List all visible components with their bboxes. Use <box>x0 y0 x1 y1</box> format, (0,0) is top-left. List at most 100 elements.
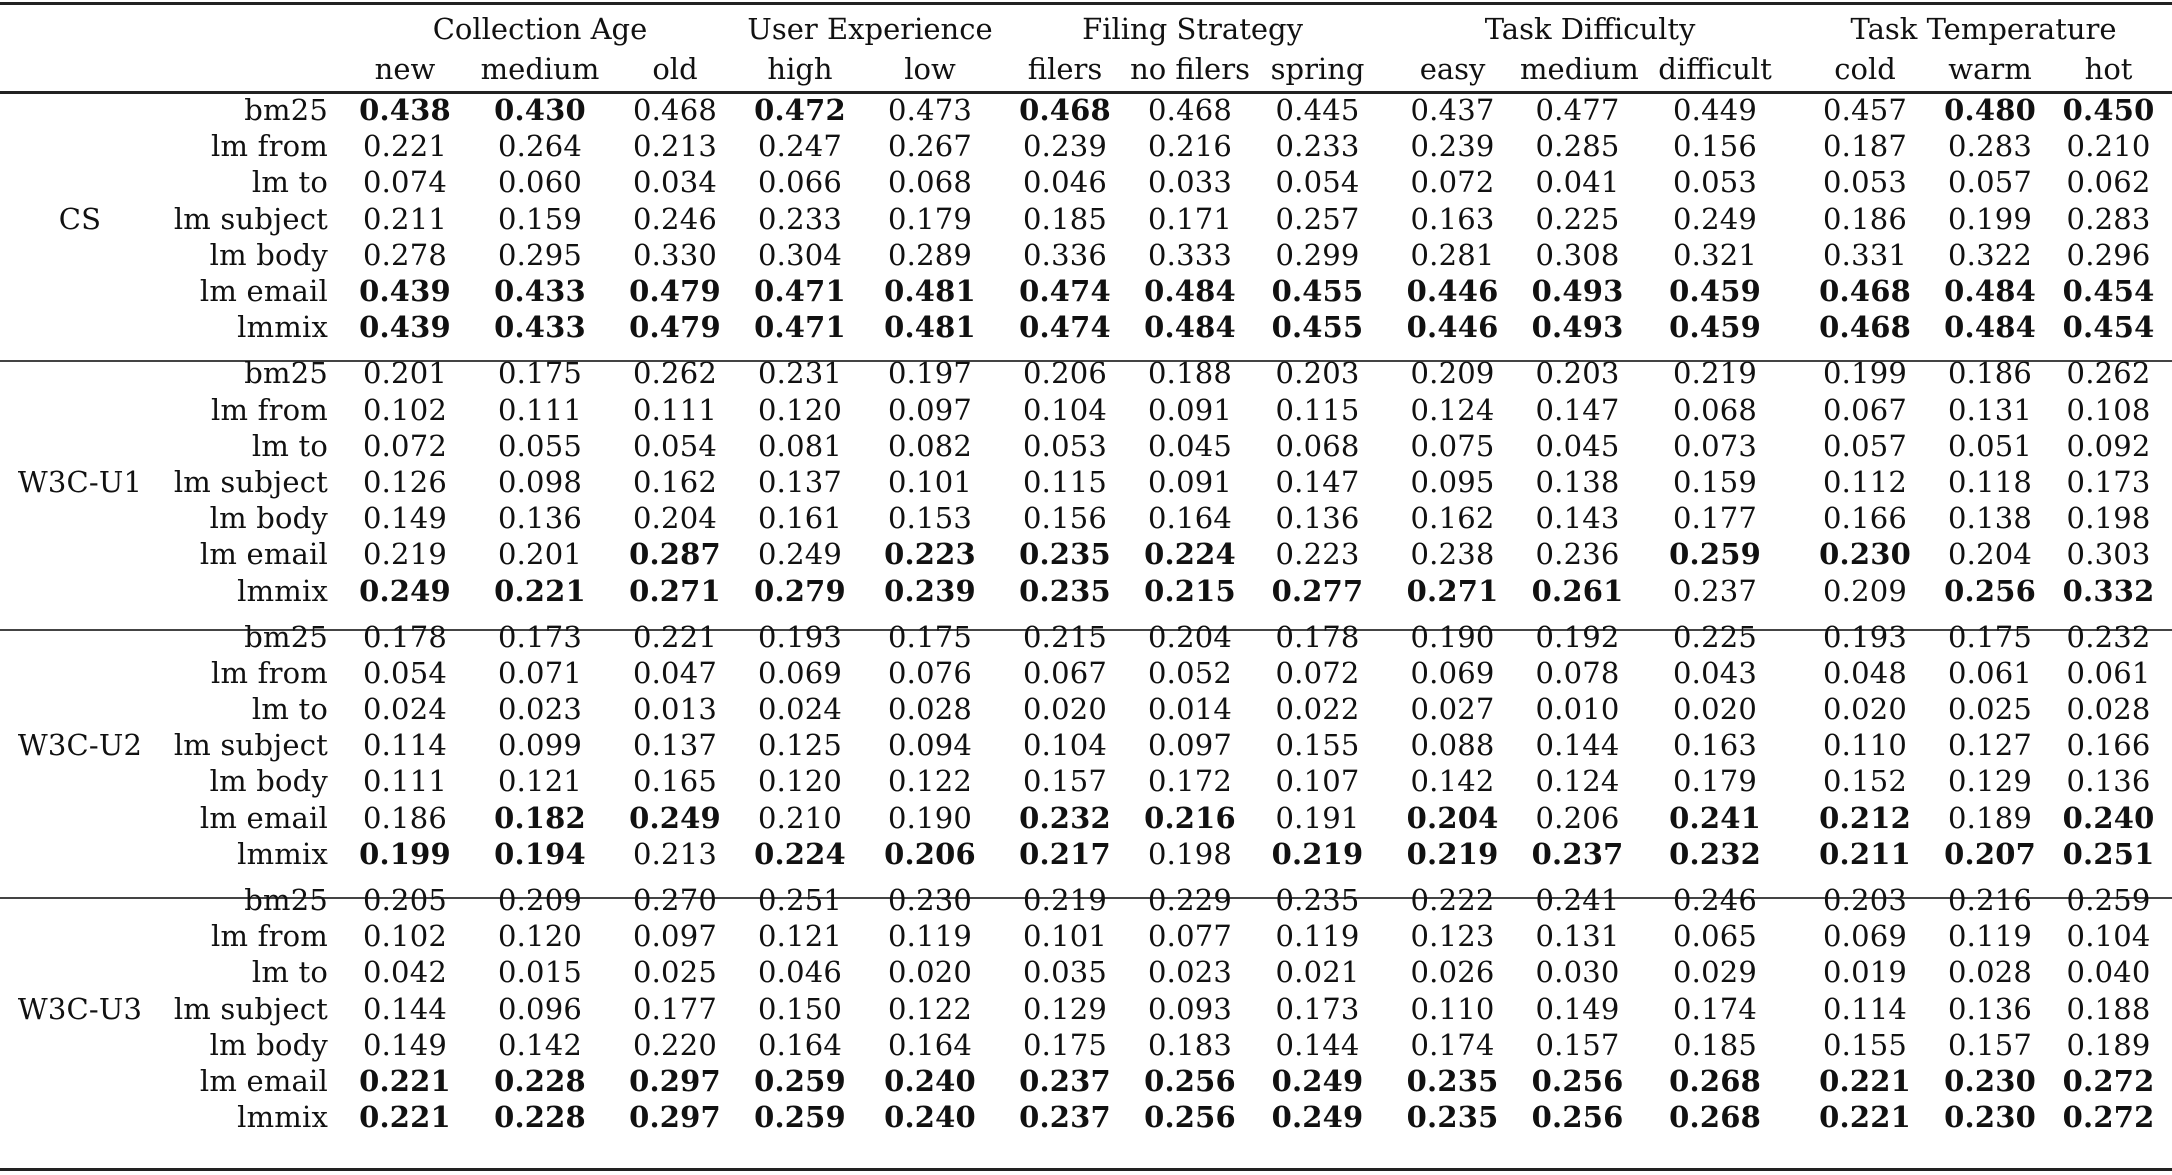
table-cell: 0.045 <box>1148 428 1233 463</box>
table-cell: 0.104 <box>1023 728 1108 763</box>
table-cell: 0.189 <box>1948 800 2033 835</box>
table-cell: 0.272 <box>2062 1063 2155 1098</box>
table-cell: 0.249 <box>629 800 721 835</box>
table-cell: 0.092 <box>2066 428 2151 463</box>
table-cell: 0.111 <box>497 392 583 427</box>
table-cell: 0.164 <box>1148 501 1233 536</box>
section-label <box>0 1063 160 1099</box>
table-cell: 0.174 <box>1410 1027 1495 1062</box>
section-label <box>0 1027 160 1063</box>
table-cell: 0.175 <box>1948 619 2033 654</box>
table-cell: 0.201 <box>497 537 583 572</box>
table-cell: 0.136 <box>497 501 583 536</box>
table-cell: 0.279 <box>754 573 846 608</box>
table-cell: 0.219 <box>1406 836 1499 871</box>
table-cell: 0.468 <box>1148 93 1233 128</box>
table-row: lm to 0.042 0.015 0.025 0.046 0.020 0.035 0.023… <box>0 954 2172 990</box>
table-cell: 0.230 <box>1819 537 1911 572</box>
section-label <box>0 536 160 572</box>
table-cell: 0.071 <box>497 655 583 690</box>
table-cell: 0.024 <box>362 692 448 727</box>
table-cell: 0.173 <box>1275 991 1360 1026</box>
table-cell: 0.052 <box>1148 655 1233 690</box>
method-label: lm email <box>199 1063 328 1098</box>
table-cell: 0.046 <box>1023 165 1108 200</box>
table-cell: 0.068 <box>888 165 973 200</box>
column-header: no filers <box>1130 52 1250 86</box>
section-spacer <box>0 345 2172 355</box>
section-label <box>0 273 160 309</box>
section-label <box>0 655 160 691</box>
table-cell: 0.189 <box>2066 1027 2151 1062</box>
table-cell: 0.213 <box>632 836 718 871</box>
bottom-rule <box>0 1168 2172 1171</box>
table-cell: 0.221 <box>1819 1100 1911 1135</box>
table-cell: 0.481 <box>884 274 976 309</box>
table-row: lm email 0.186 0.182 0.249 0.210 0.190 0.232 0.… <box>0 800 2172 836</box>
table-cell: 0.474 <box>1019 310 1111 345</box>
section-label <box>0 691 160 727</box>
section-label <box>0 619 160 655</box>
table-cell: 0.204 <box>632 501 718 536</box>
table-cell: 0.066 <box>758 165 843 200</box>
method-label: bm25 <box>244 883 328 918</box>
table-cell: 0.043 <box>1673 655 1758 690</box>
table-cell: 0.229 <box>1148 883 1233 918</box>
table-cell: 0.165 <box>632 764 718 799</box>
table-cell: 0.097 <box>1148 728 1233 763</box>
table-cell: 0.480 <box>1944 93 2036 128</box>
table-cell: 0.223 <box>1275 537 1360 572</box>
table-cell: 0.256 <box>1531 1063 1624 1098</box>
table-cell: 0.104 <box>1023 392 1108 427</box>
table-cell: 0.198 <box>2066 501 2151 536</box>
table-cell: 0.157 <box>1023 764 1108 799</box>
table-cell: 0.124 <box>1535 764 1620 799</box>
table-cell: 0.438 <box>359 93 451 128</box>
table-cell: 0.147 <box>1275 464 1360 499</box>
table-cell: 0.042 <box>362 955 448 990</box>
table-cell: 0.072 <box>1275 655 1360 690</box>
table-cell: 0.238 <box>1410 537 1495 572</box>
table-cell: 0.271 <box>629 573 721 608</box>
column-header: cold <box>1834 52 1896 86</box>
table-cell: 0.061 <box>2066 655 2151 690</box>
table-cell: 0.296 <box>2066 237 2151 272</box>
table-cell: 0.261 <box>1531 573 1624 608</box>
table-cell: 0.185 <box>1023 201 1108 236</box>
table-cell: 0.185 <box>1673 1027 1758 1062</box>
table-cell: 0.493 <box>1531 274 1624 309</box>
table-cell: 0.175 <box>888 619 973 654</box>
table-row: bm25 0.178 0.173 0.221 0.193 0.175 0.215 0.204 0… <box>0 619 2172 655</box>
table-cell: 0.061 <box>1948 655 2033 690</box>
table-cell: 0.163 <box>1410 201 1495 236</box>
table-cell: 0.471 <box>754 310 846 345</box>
table-row: lm from 0.102 0.120 0.097 0.121 0.119 0.101 0.0… <box>0 918 2172 954</box>
table-cell: 0.256 <box>1531 1100 1624 1135</box>
table-cell: 0.433 <box>494 310 586 345</box>
table-cell: 0.232 <box>1019 800 1111 835</box>
table-cell: 0.175 <box>497 356 583 391</box>
table-cell: 0.107 <box>1275 764 1360 799</box>
column-header: hot <box>2084 52 2133 86</box>
method-label: lm email <box>199 800 328 835</box>
table-cell: 0.450 <box>2062 93 2155 128</box>
section-label <box>0 164 160 200</box>
table-cell: 0.020 <box>1023 692 1108 727</box>
table-cell: 0.237 <box>1019 1063 1111 1098</box>
table-cell: 0.197 <box>888 356 973 391</box>
section-label <box>0 128 160 164</box>
table-cell: 0.256 <box>1944 573 2036 608</box>
table-cell: 0.111 <box>362 764 448 799</box>
table-row: lm body 0.111 0.121 0.165 0.120 0.122 0.157 0.1… <box>0 763 2172 799</box>
table-cell: 0.072 <box>362 428 448 463</box>
table-cell: 0.122 <box>888 991 973 1026</box>
table-cell: 0.211 <box>362 201 448 236</box>
table-cell: 0.474 <box>1019 274 1111 309</box>
table-cell: 0.177 <box>632 991 718 1026</box>
table-cell: 0.048 <box>1823 655 1908 690</box>
table-cell: 0.194 <box>494 836 586 871</box>
method-label: lm to <box>251 165 328 200</box>
table-cell: 0.013 <box>632 692 718 727</box>
table-cell: 0.237 <box>1531 836 1624 871</box>
table-row: lmmix 0.439 0.433 0.479 0.471 0.481 0.474 0.484… <box>0 309 2172 345</box>
